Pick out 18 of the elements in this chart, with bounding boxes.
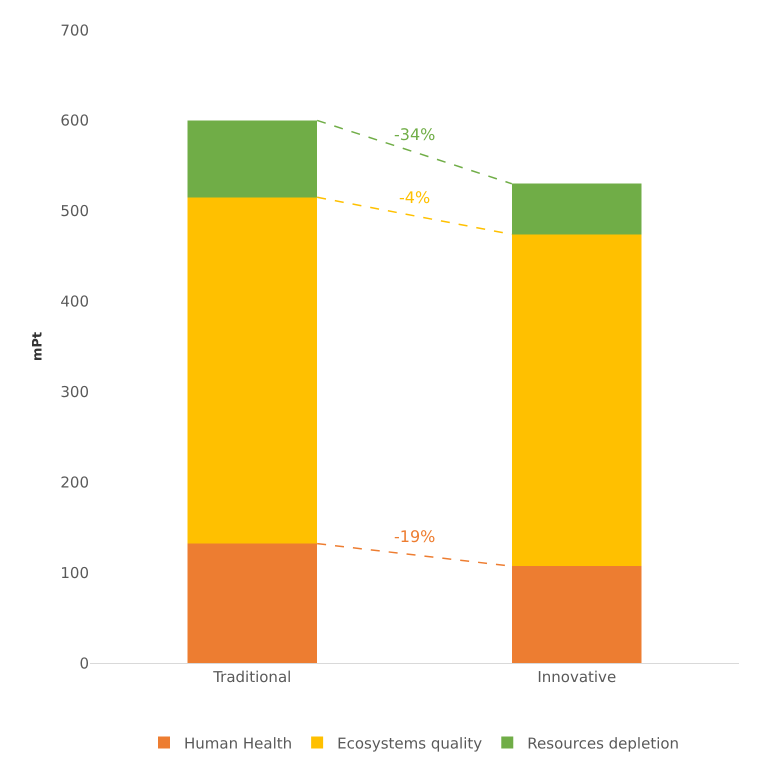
y-tick-label: 0: [79, 654, 89, 672]
x-tick-label: Innovative: [537, 668, 616, 686]
bar: [512, 566, 642, 663]
y-tick-label: 400: [60, 292, 89, 311]
legend-label: Human Health: [184, 734, 292, 752]
annotation: -34%: [394, 125, 436, 144]
y-tick-label: 200: [60, 473, 89, 492]
x-tick-label: Traditional: [212, 668, 292, 686]
annotation: -19%: [394, 527, 436, 546]
y-tick-label: 300: [60, 382, 89, 401]
legend-label: Ecosystems quality: [337, 734, 482, 752]
y-axis-title: mPt: [30, 332, 46, 362]
y-tick-label: 600: [60, 112, 89, 130]
annotation: -4%: [399, 188, 430, 207]
y-tick-label: 100: [60, 564, 89, 582]
y-tick-label: 500: [60, 202, 89, 220]
legend-label: Resources depletion: [527, 734, 680, 752]
y-tick-label: 700: [60, 21, 89, 40]
